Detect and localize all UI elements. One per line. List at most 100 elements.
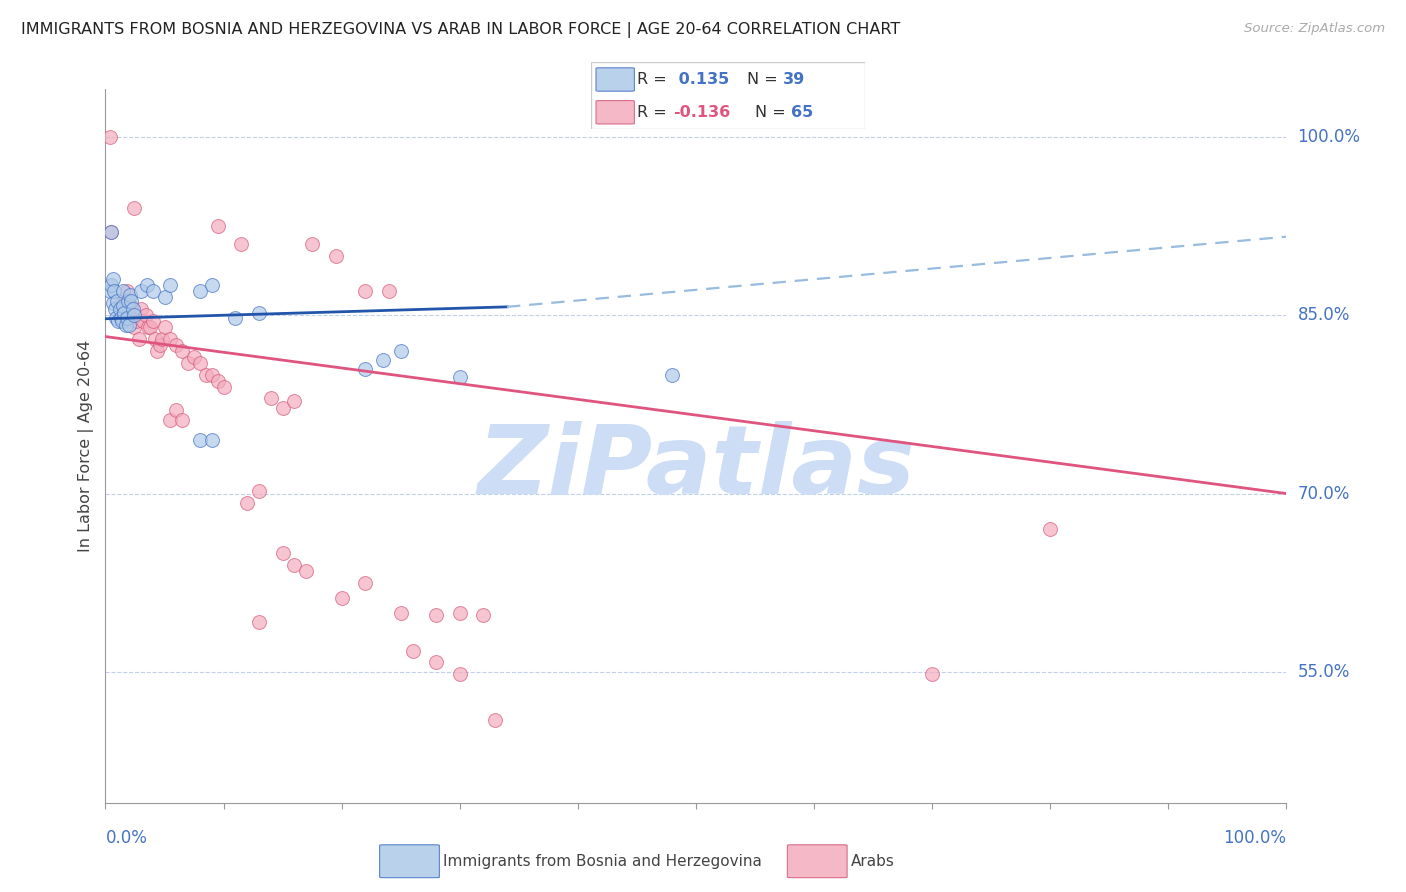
Point bbox=[425, 656, 447, 670]
Point bbox=[139, 320, 162, 334]
Point bbox=[201, 368, 224, 382]
Point bbox=[212, 379, 235, 393]
Point bbox=[122, 201, 145, 215]
Text: R =: R = bbox=[637, 104, 672, 120]
Point bbox=[449, 370, 471, 384]
Point bbox=[188, 433, 211, 447]
Point bbox=[283, 393, 305, 408]
Point bbox=[207, 219, 229, 233]
Point bbox=[371, 353, 394, 368]
Text: N =: N = bbox=[747, 72, 783, 87]
Text: 85.0%: 85.0% bbox=[1298, 306, 1350, 324]
Text: -0.136: -0.136 bbox=[672, 104, 730, 120]
Point bbox=[247, 306, 270, 320]
Point bbox=[183, 350, 205, 364]
Point bbox=[132, 314, 155, 328]
Text: Immigrants from Bosnia and Herzegovina: Immigrants from Bosnia and Herzegovina bbox=[443, 854, 762, 869]
Point bbox=[135, 278, 157, 293]
FancyBboxPatch shape bbox=[380, 845, 439, 878]
Point bbox=[149, 338, 172, 352]
Point bbox=[120, 293, 142, 308]
Point bbox=[159, 332, 181, 346]
Text: 0.135: 0.135 bbox=[672, 72, 730, 87]
Point bbox=[142, 285, 165, 299]
Point bbox=[117, 293, 139, 308]
Point bbox=[114, 318, 136, 332]
Text: 55.0%: 55.0% bbox=[1298, 663, 1350, 681]
Text: N =: N = bbox=[755, 104, 792, 120]
Point bbox=[100, 225, 122, 239]
Point bbox=[472, 607, 495, 622]
Text: 100.0%: 100.0% bbox=[1298, 128, 1361, 145]
Point bbox=[118, 308, 141, 322]
Text: 39: 39 bbox=[782, 72, 804, 87]
Point bbox=[118, 318, 141, 332]
Text: 70.0%: 70.0% bbox=[1298, 484, 1350, 502]
Point bbox=[122, 320, 145, 334]
Point bbox=[1039, 522, 1062, 536]
Point bbox=[120, 299, 142, 313]
Point bbox=[104, 302, 127, 317]
Point bbox=[110, 310, 132, 325]
Point bbox=[295, 564, 318, 578]
Point bbox=[247, 615, 270, 629]
Point bbox=[135, 308, 157, 322]
Point bbox=[224, 310, 246, 325]
Point bbox=[449, 606, 471, 620]
Point bbox=[661, 368, 683, 382]
Point bbox=[98, 129, 121, 144]
Point bbox=[129, 285, 152, 299]
Point bbox=[260, 392, 283, 406]
Text: Source: ZipAtlas.com: Source: ZipAtlas.com bbox=[1244, 22, 1385, 36]
Point bbox=[194, 368, 217, 382]
Point bbox=[101, 272, 124, 286]
Point bbox=[100, 225, 122, 239]
Point bbox=[389, 343, 412, 358]
Point bbox=[354, 361, 377, 376]
Point bbox=[107, 314, 129, 328]
Text: IMMIGRANTS FROM BOSNIA AND HERZEGOVINA VS ARAB IN LABOR FORCE | AGE 20-64 CORREL: IMMIGRANTS FROM BOSNIA AND HERZEGOVINA V… bbox=[21, 22, 900, 38]
Text: 100.0%: 100.0% bbox=[1223, 829, 1286, 847]
Text: 65: 65 bbox=[790, 104, 813, 120]
Point bbox=[105, 310, 128, 325]
Point bbox=[325, 249, 347, 263]
Point bbox=[401, 643, 423, 657]
Point bbox=[121, 302, 143, 317]
Point bbox=[188, 356, 211, 370]
Point bbox=[103, 285, 125, 299]
Point bbox=[201, 433, 224, 447]
Point bbox=[111, 314, 134, 328]
Point bbox=[271, 546, 294, 560]
Point bbox=[354, 575, 377, 590]
Point bbox=[389, 606, 412, 620]
Point bbox=[172, 343, 194, 358]
Point bbox=[143, 332, 166, 346]
Point bbox=[201, 278, 224, 293]
Point bbox=[111, 296, 134, 310]
Point bbox=[159, 278, 181, 293]
Point bbox=[105, 293, 128, 308]
Point bbox=[115, 285, 138, 299]
Point bbox=[449, 667, 471, 681]
Point bbox=[129, 302, 152, 317]
Y-axis label: In Labor Force | Age 20-64: In Labor Force | Age 20-64 bbox=[79, 340, 94, 552]
Point bbox=[112, 306, 135, 320]
FancyBboxPatch shape bbox=[596, 101, 634, 124]
FancyBboxPatch shape bbox=[787, 845, 846, 878]
Point bbox=[112, 299, 135, 313]
Point bbox=[108, 302, 131, 317]
Point bbox=[120, 288, 142, 302]
Point bbox=[153, 320, 176, 334]
Point bbox=[98, 285, 121, 299]
Point bbox=[247, 484, 270, 499]
Point bbox=[112, 285, 135, 299]
Point bbox=[165, 403, 187, 417]
Point bbox=[301, 236, 323, 251]
Point bbox=[188, 285, 211, 299]
Point bbox=[271, 401, 294, 415]
Point bbox=[159, 413, 181, 427]
Point bbox=[378, 285, 401, 299]
Point bbox=[100, 278, 122, 293]
Point bbox=[236, 496, 259, 510]
FancyBboxPatch shape bbox=[596, 68, 634, 91]
